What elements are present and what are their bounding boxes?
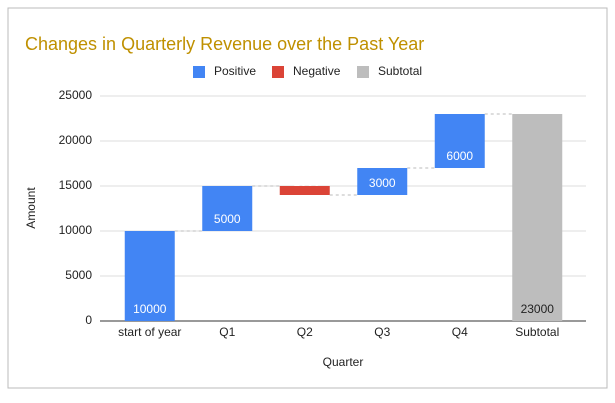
y-tick-label: 25000	[59, 88, 93, 102]
bar	[202, 186, 253, 231]
x-tick-label: start of year	[118, 325, 181, 339]
y-tick-label: 15000	[59, 178, 93, 192]
x-tick-label: Q2	[297, 325, 313, 339]
y-axis-title: Amount	[24, 187, 38, 229]
y-tick-label: 20000	[59, 133, 93, 147]
data-label: -1000	[289, 175, 320, 189]
data-label: 23000	[521, 302, 555, 316]
bar	[357, 168, 408, 195]
chart-title: Changes in Quarterly Revenue over the Pa…	[25, 34, 424, 54]
x-tick-label: Q3	[374, 325, 390, 339]
data-label: 10000	[133, 302, 167, 316]
legend-label: Subtotal	[378, 64, 422, 78]
data-label: 3000	[369, 176, 396, 190]
y-tick-label: 0	[85, 313, 92, 327]
legend-label: Positive	[214, 64, 256, 78]
bar	[279, 186, 330, 195]
data-label: 6000	[446, 149, 473, 163]
x-tick-label: Subtotal	[515, 325, 559, 339]
bar	[124, 231, 175, 321]
y-tick-label: 5000	[65, 268, 92, 282]
legend-label: Negative	[293, 64, 341, 78]
y-tick-label: 10000	[59, 223, 93, 237]
legend-swatch	[272, 66, 284, 78]
bar	[512, 114, 563, 321]
x-tick-label: Q1	[219, 325, 235, 339]
bar	[434, 114, 485, 168]
data-label: 5000	[214, 212, 241, 226]
legend-swatch	[357, 66, 369, 78]
x-axis-title: Quarter	[323, 355, 364, 369]
chart-frame	[7, 7, 608, 389]
legend-swatch	[193, 66, 205, 78]
x-tick-label: Q4	[452, 325, 468, 339]
